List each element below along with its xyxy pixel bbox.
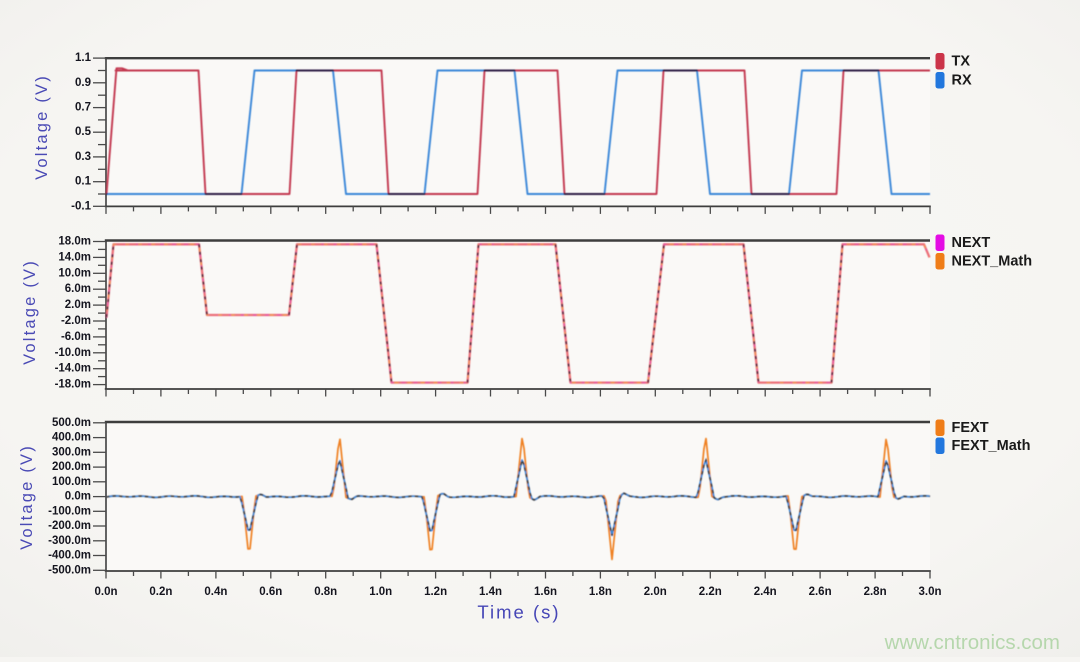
svg-text:Voltage (V): Voltage (V) [21, 259, 39, 365]
svg-text:1.4n: 1.4n [479, 586, 502, 598]
svg-text:-0.1: -0.1 [71, 200, 91, 212]
svg-text:-6.0m: -6.0m [61, 331, 91, 343]
svg-text:0.3: 0.3 [75, 151, 91, 163]
svg-text:2.2n: 2.2n [699, 586, 722, 598]
svg-text:1.8n: 1.8n [589, 586, 612, 598]
svg-text:-18.0m: -18.0m [55, 379, 91, 391]
svg-text:0.0m: 0.0m [65, 491, 91, 503]
svg-text:0.9: 0.9 [75, 77, 91, 89]
svg-text:FEXT: FEXT [952, 420, 989, 436]
svg-text:RX: RX [952, 73, 972, 89]
svg-text:www.cntronics.com: www.cntronics.com [884, 631, 1060, 654]
svg-text:1.2n: 1.2n [424, 586, 447, 598]
svg-text:-200.0m: -200.0m [48, 520, 91, 532]
svg-text:-400.0m: -400.0m [48, 550, 91, 562]
svg-text:300.0m: 300.0m [52, 446, 91, 458]
svg-text:NEXT: NEXT [952, 235, 991, 251]
svg-text:0.1: 0.1 [75, 176, 92, 188]
svg-text:0.2n: 0.2n [149, 586, 172, 598]
svg-text:-100.0m: -100.0m [48, 505, 91, 517]
svg-text:FEXT_Math: FEXT_Math [952, 438, 1031, 454]
svg-text:0.5: 0.5 [75, 126, 92, 138]
svg-text:2.8n: 2.8n [864, 586, 887, 598]
svg-text:NEXT_Math: NEXT_Math [952, 254, 1033, 270]
svg-text:-500.0m: -500.0m [48, 564, 91, 576]
svg-text:0.4n: 0.4n [204, 586, 227, 598]
svg-text:-14.0m: -14.0m [55, 363, 91, 375]
svg-text:0.0n: 0.0n [94, 586, 117, 598]
svg-text:-10.0m: -10.0m [55, 347, 91, 359]
svg-text:Time (s): Time (s) [477, 602, 560, 623]
svg-text:2.0m: 2.0m [65, 299, 91, 311]
svg-text:-2.0m: -2.0m [61, 315, 91, 327]
svg-text:0.7: 0.7 [75, 102, 91, 114]
svg-text:1.0n: 1.0n [369, 586, 392, 598]
svg-text:200.0m: 200.0m [52, 461, 91, 473]
svg-text:1.6n: 1.6n [534, 586, 557, 598]
svg-text:14.0m: 14.0m [58, 251, 91, 263]
svg-text:TX: TX [952, 54, 971, 70]
svg-text:18.0m: 18.0m [58, 236, 91, 248]
svg-text:10.0m: 10.0m [58, 267, 91, 279]
svg-text:2.6n: 2.6n [809, 586, 832, 598]
svg-text:1.1: 1.1 [75, 52, 92, 64]
svg-text:2.0n: 2.0n [644, 586, 667, 598]
svg-text:6.0m: 6.0m [65, 283, 91, 295]
svg-text:500.0m: 500.0m [52, 417, 91, 429]
svg-text:Voltage (V): Voltage (V) [18, 444, 36, 550]
svg-text:Voltage (V): Voltage (V) [33, 74, 51, 180]
svg-text:-300.0m: -300.0m [48, 535, 91, 547]
svg-text:100.0m: 100.0m [52, 476, 91, 488]
svg-text:0.6n: 0.6n [259, 586, 282, 598]
svg-text:0.8n: 0.8n [314, 586, 337, 598]
svg-text:2.4n: 2.4n [754, 586, 777, 598]
svg-text:400.0m: 400.0m [52, 432, 91, 444]
svg-text:3.0n: 3.0n [918, 586, 941, 598]
